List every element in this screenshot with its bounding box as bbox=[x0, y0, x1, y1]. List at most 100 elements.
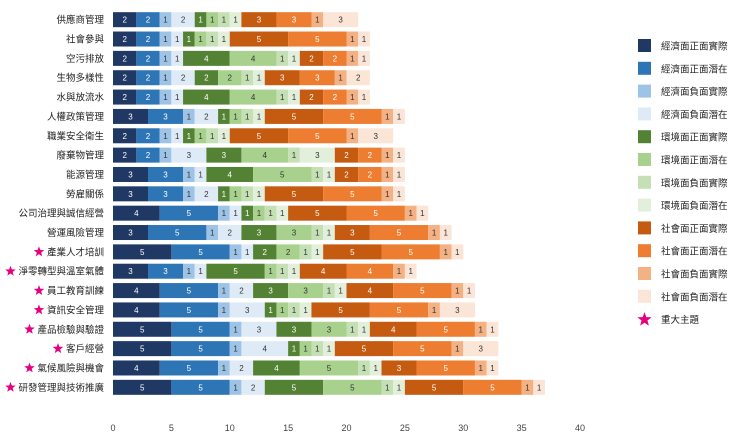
data-label: 5 bbox=[373, 209, 378, 218]
category-label: 人權政策管理 bbox=[47, 111, 105, 123]
bar-segment bbox=[439, 225, 452, 241]
data-label: 1 bbox=[280, 54, 285, 63]
bar-segment bbox=[299, 263, 347, 279]
bar-segment bbox=[276, 244, 300, 260]
data-label: 3 bbox=[327, 325, 332, 334]
data-label: 1 bbox=[163, 151, 168, 160]
bar-segment bbox=[241, 147, 289, 163]
bar-segment bbox=[253, 244, 277, 260]
bar-segment bbox=[171, 70, 195, 86]
bar-segment bbox=[229, 89, 277, 105]
bar-segment bbox=[183, 31, 195, 47]
bar-segment bbox=[253, 70, 265, 86]
data-label: 2 bbox=[146, 151, 151, 160]
data-label: 5 bbox=[362, 345, 367, 354]
data-label: 5 bbox=[187, 364, 192, 373]
bar-segment bbox=[276, 50, 289, 66]
data-label: 1 bbox=[198, 35, 203, 44]
data-label: 3 bbox=[257, 229, 262, 238]
data-label: 1 bbox=[245, 248, 250, 257]
bar-segment bbox=[136, 128, 160, 144]
bar-segment bbox=[393, 263, 405, 279]
data-label: 5 bbox=[280, 170, 285, 179]
tick-label: 10 bbox=[225, 423, 235, 433]
category-label: 研發管理與技術推廣 bbox=[18, 382, 104, 394]
bar-segment bbox=[381, 147, 394, 163]
bar-segment bbox=[369, 360, 382, 376]
data-label: 1 bbox=[432, 229, 437, 238]
bar-segment bbox=[288, 205, 347, 221]
data-label: 5 bbox=[350, 383, 355, 392]
bar-segment bbox=[253, 108, 265, 124]
bar-segment bbox=[404, 379, 464, 395]
bar-segment bbox=[299, 244, 312, 260]
bars-group: 2 2 1 2 1 1 1 1 3 3 1 3 2 2 1 1 1 1 1 1 5 5 1 1 2 2 1 1 4 4 1 1 2 2 1 1 2 2 1 2… bbox=[113, 12, 545, 395]
bar-segment bbox=[229, 205, 242, 221]
bar-segment bbox=[159, 360, 219, 376]
bar-segment bbox=[323, 12, 359, 28]
bar-segment bbox=[183, 166, 195, 182]
data-label: 1 bbox=[479, 364, 484, 373]
tick-label: 20 bbox=[341, 423, 351, 433]
data-label: 1 bbox=[315, 16, 320, 25]
data-label: 1 bbox=[163, 74, 168, 83]
bar-segment bbox=[183, 263, 195, 279]
bar-segment bbox=[113, 128, 137, 144]
bar-segment bbox=[334, 147, 359, 163]
data-label: 5 bbox=[420, 287, 425, 296]
bar-segment bbox=[183, 50, 230, 66]
bar-segment bbox=[486, 321, 499, 337]
data-label: 3 bbox=[292, 16, 297, 25]
bar-segment bbox=[358, 360, 370, 376]
data-label: 5 bbox=[292, 383, 297, 392]
bar-segment bbox=[393, 341, 452, 357]
data-label: 4 bbox=[204, 93, 209, 102]
data-label: 5 bbox=[397, 229, 402, 238]
bar-segment bbox=[346, 50, 359, 66]
legend-swatch bbox=[638, 267, 651, 280]
data-label: 5 bbox=[350, 190, 355, 199]
bar-segment bbox=[136, 147, 160, 163]
bar-segment bbox=[183, 89, 230, 105]
data-label: 1 bbox=[385, 383, 390, 392]
bar-segment bbox=[451, 341, 464, 357]
data-label: 5 bbox=[198, 248, 203, 257]
data-label: 5 bbox=[140, 383, 145, 392]
bar-segment bbox=[241, 12, 277, 28]
star-icon bbox=[5, 265, 16, 276]
bar-segment bbox=[358, 147, 382, 163]
data-label: 1 bbox=[315, 170, 320, 179]
bar-segment bbox=[113, 379, 172, 395]
bar-segment bbox=[206, 12, 219, 28]
data-label: 1 bbox=[303, 345, 308, 354]
bar-segment bbox=[241, 244, 254, 260]
bar-segment bbox=[311, 321, 347, 337]
data-label: 2 bbox=[344, 170, 349, 179]
bar-segment bbox=[171, 128, 184, 144]
bar-segment bbox=[463, 283, 475, 299]
bar-segment bbox=[229, 128, 289, 144]
data-label: 3 bbox=[163, 170, 168, 179]
tick-label: 40 bbox=[575, 423, 585, 433]
bar-segment bbox=[334, 341, 394, 357]
bar-segment bbox=[451, 283, 464, 299]
bar-segment bbox=[241, 205, 254, 221]
bar-segment bbox=[113, 341, 172, 357]
data-label: 1 bbox=[408, 209, 413, 218]
data-label: 1 bbox=[210, 16, 215, 25]
data-label: 1 bbox=[362, 35, 367, 44]
legend-swatch bbox=[638, 39, 651, 52]
data-label: 1 bbox=[163, 93, 168, 102]
data-label: 1 bbox=[187, 35, 192, 44]
bar-segment bbox=[113, 166, 149, 182]
bar-segment bbox=[369, 302, 429, 318]
data-label: 1 bbox=[292, 306, 297, 315]
bar-segment bbox=[428, 302, 440, 318]
bar-segment bbox=[218, 360, 230, 376]
data-label: 1 bbox=[479, 325, 484, 334]
bar-segment bbox=[229, 12, 242, 28]
data-label: 1 bbox=[467, 287, 472, 296]
bar-segment bbox=[206, 147, 242, 163]
bar-segment bbox=[113, 186, 149, 202]
